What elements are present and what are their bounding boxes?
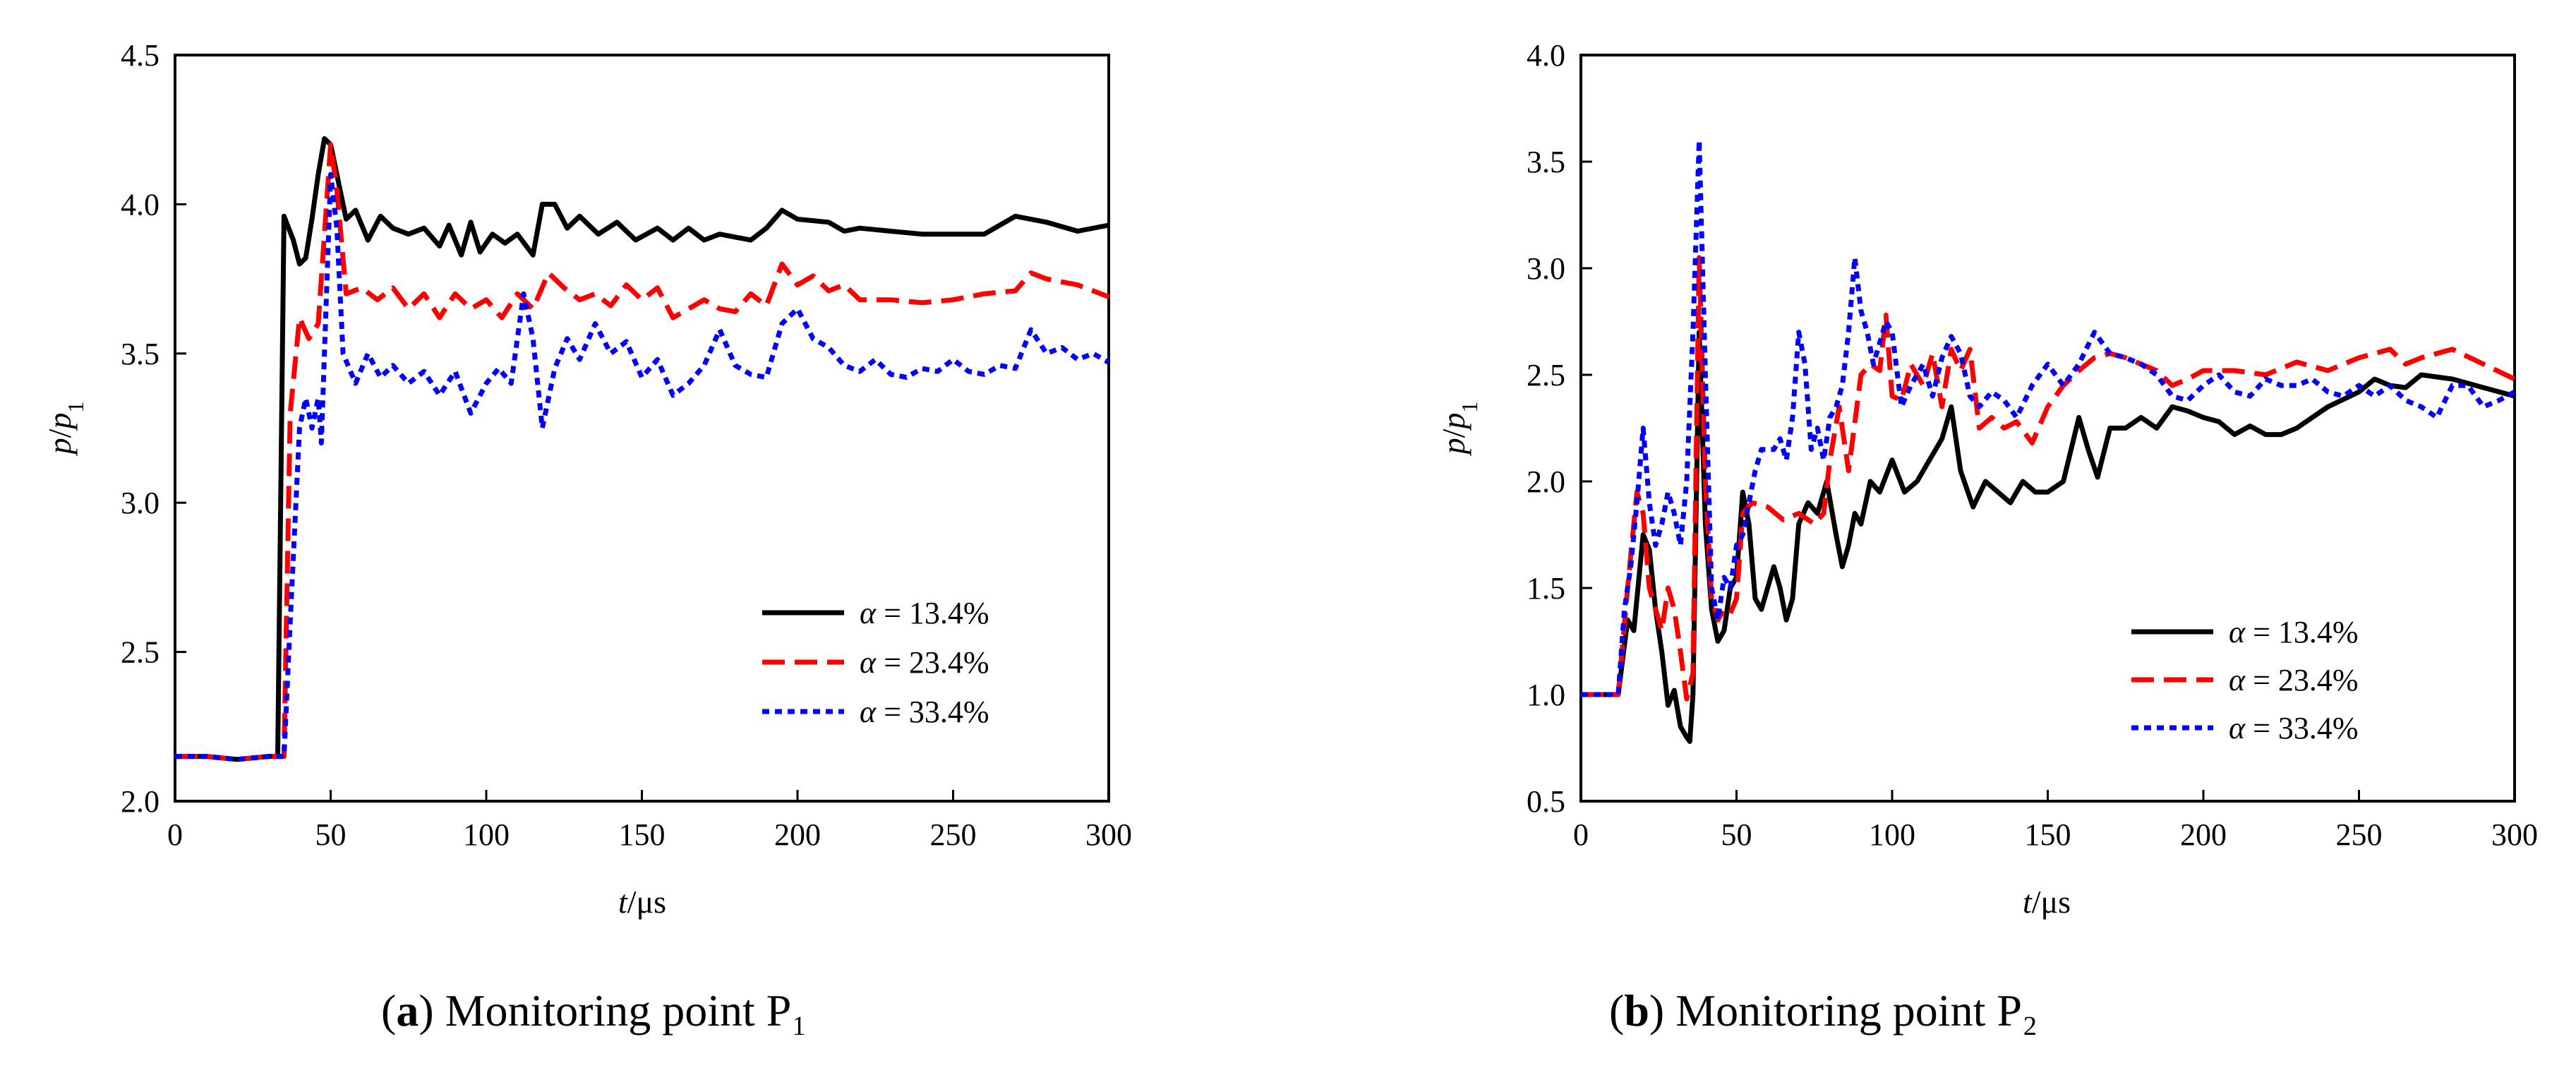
x-tick-label-a: 300 xyxy=(1085,817,1132,852)
x-tick-label-b: 100 xyxy=(1869,817,1915,852)
caption-b: (b) Monitoring point P₂ xyxy=(1609,985,2038,1036)
y-tick-label-b: 2.0 xyxy=(1527,464,1565,499)
x-tick-label-a: 200 xyxy=(774,817,821,852)
caption-b-label: b xyxy=(1624,985,1649,1036)
y-tick-label-b: 3.0 xyxy=(1527,251,1565,286)
series-line-b-3 xyxy=(1581,138,2516,697)
y-tick-label-b: 0.5 xyxy=(1527,784,1565,819)
legend-label-b-2: α = 23.4% xyxy=(2229,663,2359,697)
x-tick-label-b: 300 xyxy=(2491,817,2538,852)
series-line-a-2 xyxy=(175,142,1110,762)
y-tick-label-a: 3.0 xyxy=(121,486,160,520)
y-tick-label-a: 2.5 xyxy=(121,635,160,670)
series-line-b-1 xyxy=(1581,330,2515,744)
x-tick-label-a: 150 xyxy=(619,817,666,852)
x-tick-label-a: 50 xyxy=(315,817,347,852)
caption-a-text: Monitoring point P₁ xyxy=(445,985,807,1036)
x-tick-label-b: 0 xyxy=(1573,817,1589,852)
y-tick-label-a: 4.5 xyxy=(121,38,160,73)
y-tick-label-b: 4.0 xyxy=(1527,38,1565,73)
chart-panel-a: 0 50 100 150 200 250 300 2.0 2.5 3.0 3.5 4.0 4.5 t/… xyxy=(42,38,1132,920)
plot-frame-b xyxy=(1579,54,2516,803)
caption-a-label: a xyxy=(396,985,419,1036)
x-axis-label-a: t/μs xyxy=(618,884,666,920)
legend-label-a-2: α = 23.4% xyxy=(860,645,989,680)
legend-label-a-3: α = 33.4% xyxy=(860,695,989,729)
y-ticks-b: 0.5 1.0 1.5 2.0 2.5 3.0 3.5 4.0 xyxy=(1527,38,1592,819)
x-tick-label-a: 250 xyxy=(930,817,977,852)
series-group-a xyxy=(175,136,1110,762)
series-line-b-2 xyxy=(1581,255,2516,702)
legend-a: α = 13.4% α = 23.4% α = 33.4% xyxy=(762,596,989,729)
y-axis-label-a: p/p1 xyxy=(42,402,88,457)
x-tick-label-b: 150 xyxy=(2025,817,2071,852)
chart-panel-b: 0 50 100 150 200 250 300 0.5 1.0 1.5 2.0 2.5 3.0 3.5… xyxy=(1436,38,2538,920)
y-tick-label-a: 4.0 xyxy=(121,187,160,222)
y-tick-label-b: 3.5 xyxy=(1527,145,1565,179)
caption-b-text: Monitoring point P₂ xyxy=(1675,985,2038,1036)
series-line-a-1 xyxy=(175,136,1109,762)
y-tick-label-a: 3.5 xyxy=(121,337,160,371)
x-tick-label-b: 50 xyxy=(1721,817,1752,852)
y-ticks-a: 2.0 2.5 3.0 3.5 4.0 4.5 xyxy=(121,38,186,819)
legend-label-b-3: α = 33.4% xyxy=(2229,711,2359,745)
y-tick-label-b: 2.5 xyxy=(1527,358,1565,392)
x-tick-label-a: 100 xyxy=(463,817,510,852)
legend-b: α = 13.4% α = 23.4% α = 33.4% xyxy=(2131,615,2359,745)
y-tick-label-b: 1.0 xyxy=(1527,678,1565,712)
x-tick-label-a: 0 xyxy=(167,817,183,852)
y-axis-label-b: p/p1 xyxy=(1436,402,1482,457)
plot-frame-a xyxy=(174,54,1110,803)
legend-label-b-1: α = 13.4% xyxy=(2229,615,2359,649)
x-ticks-b: 0 50 100 150 200 250 300 xyxy=(1573,790,2538,852)
x-axis-label-b: t/μs xyxy=(2023,884,2071,920)
x-ticks-a: 0 50 100 150 200 250 300 xyxy=(167,790,1132,852)
caption-a: (a) Monitoring point P₁ xyxy=(381,985,807,1036)
series-line-a-3 xyxy=(175,172,1110,762)
series-group-b xyxy=(1581,138,2516,744)
x-tick-label-b: 200 xyxy=(2180,817,2227,852)
legend-label-a-1: α = 13.4% xyxy=(860,596,989,630)
y-tick-label-b: 1.5 xyxy=(1527,571,1565,606)
x-tick-label-b: 250 xyxy=(2336,817,2383,852)
y-tick-label-a: 2.0 xyxy=(121,784,160,819)
